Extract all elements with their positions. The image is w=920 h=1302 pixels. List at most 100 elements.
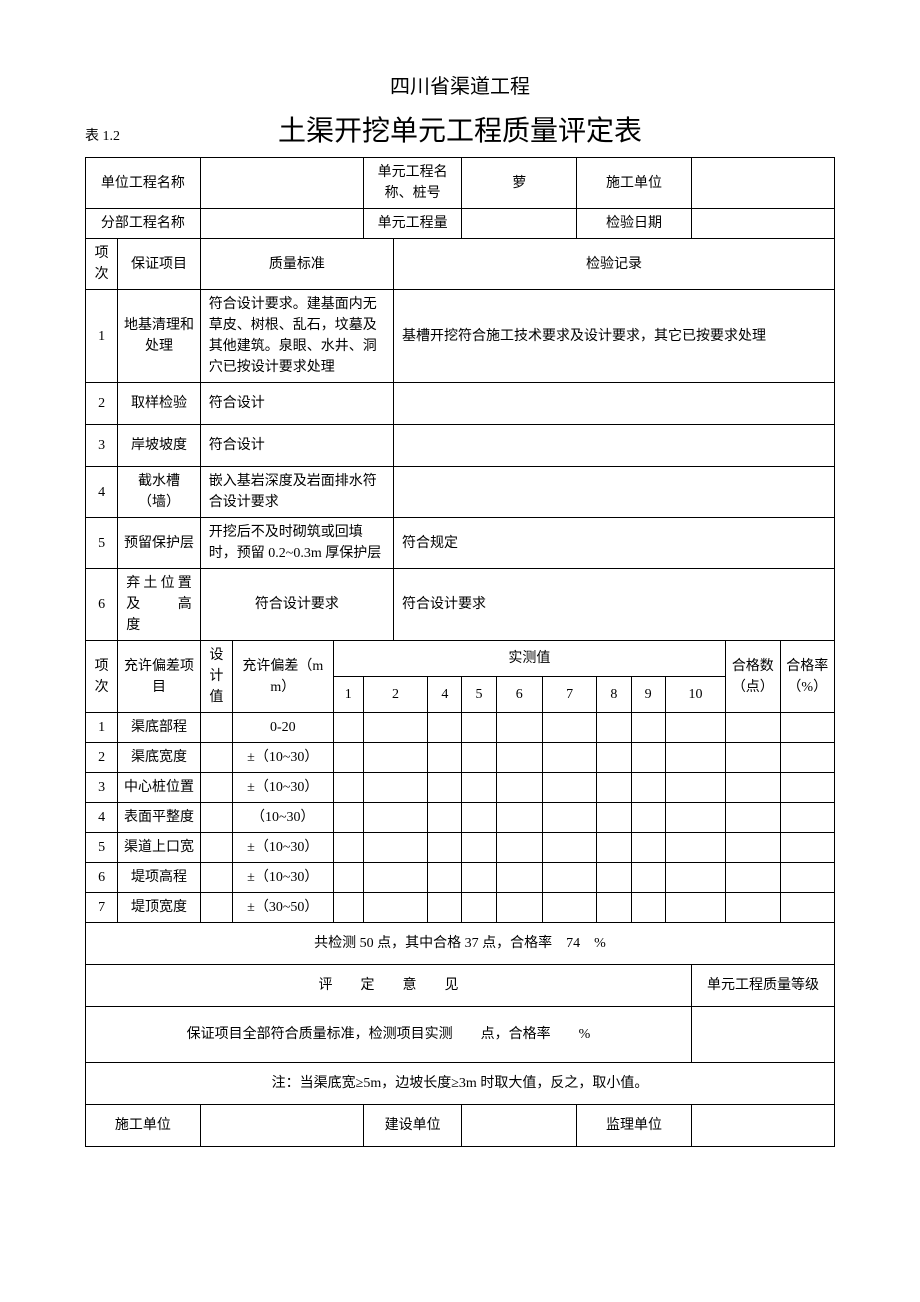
b-cell[interactable]: [428, 803, 462, 833]
b-okrate[interactable]: [780, 863, 835, 893]
b-cell[interactable]: [597, 773, 631, 803]
b-okrate[interactable]: [780, 893, 835, 923]
b-okrate[interactable]: [780, 713, 835, 743]
b-cell[interactable]: [333, 773, 363, 803]
b-cell[interactable]: [665, 713, 725, 743]
b-cell[interactable]: [665, 893, 725, 923]
b-row-design[interactable]: [200, 773, 232, 803]
b-cell[interactable]: [542, 713, 596, 743]
b-okcount[interactable]: [726, 713, 780, 743]
b-okcount[interactable]: [726, 863, 780, 893]
a-row-record[interactable]: 符合规定: [393, 518, 834, 569]
b-cell[interactable]: [597, 833, 631, 863]
b-cell[interactable]: [597, 893, 631, 923]
b-cell[interactable]: [428, 863, 462, 893]
b-cell[interactable]: [363, 773, 427, 803]
b-cell[interactable]: [542, 773, 596, 803]
b-cell[interactable]: [631, 833, 665, 863]
b-okcount[interactable]: [726, 833, 780, 863]
sig-supervisor-value[interactable]: [691, 1105, 834, 1147]
b-cell[interactable]: [496, 833, 542, 863]
b-cell[interactable]: [333, 743, 363, 773]
value-sub-name[interactable]: [200, 209, 363, 239]
b-cell[interactable]: [496, 773, 542, 803]
b-cell[interactable]: [496, 713, 542, 743]
grade-value[interactable]: [691, 1007, 834, 1063]
b-okrate[interactable]: [780, 773, 835, 803]
b-cell[interactable]: [462, 893, 496, 923]
b-cell[interactable]: [631, 863, 665, 893]
b-cell[interactable]: [631, 893, 665, 923]
b-cell[interactable]: [631, 743, 665, 773]
b-row-design[interactable]: [200, 833, 232, 863]
b-cell[interactable]: [363, 893, 427, 923]
b-cell[interactable]: [665, 803, 725, 833]
value-element-qty[interactable]: [462, 209, 577, 239]
b-cell[interactable]: [665, 833, 725, 863]
b-cell[interactable]: [428, 743, 462, 773]
b-cell[interactable]: [597, 713, 631, 743]
b-cell[interactable]: [496, 743, 542, 773]
b-row-design[interactable]: [200, 743, 232, 773]
b-cell[interactable]: [333, 863, 363, 893]
b-cell[interactable]: [542, 863, 596, 893]
b-cell[interactable]: [631, 773, 665, 803]
b-okrate[interactable]: [780, 743, 835, 773]
b-cell[interactable]: [428, 773, 462, 803]
b-row-design[interactable]: [200, 803, 232, 833]
b-cell[interactable]: [363, 863, 427, 893]
a-row-record[interactable]: 符合设计要求: [393, 569, 834, 641]
b-cell[interactable]: [597, 743, 631, 773]
a-row-record[interactable]: [393, 383, 834, 425]
b-cell[interactable]: [631, 713, 665, 743]
b-cell[interactable]: [542, 803, 596, 833]
b-cell[interactable]: [428, 893, 462, 923]
b-okcount[interactable]: [726, 893, 780, 923]
b-okcount[interactable]: [726, 773, 780, 803]
b-cell[interactable]: [428, 713, 462, 743]
b-cell[interactable]: [631, 803, 665, 833]
b-cell[interactable]: [462, 833, 496, 863]
opinion-text[interactable]: 保证项目全部符合质量标准，检测项目实测 点，合格率 %: [86, 1007, 692, 1063]
b-okrate[interactable]: [780, 803, 835, 833]
b-cell[interactable]: [363, 743, 427, 773]
b-cell[interactable]: [496, 893, 542, 923]
b-cell[interactable]: [542, 743, 596, 773]
b-cell[interactable]: [462, 803, 496, 833]
a-row-record[interactable]: 基槽开挖符合施工技术要求及设计要求，其它已按要求处理: [393, 290, 834, 383]
b-okcount[interactable]: [726, 803, 780, 833]
b-cell[interactable]: [428, 833, 462, 863]
b-cell[interactable]: [333, 833, 363, 863]
b-cell[interactable]: [363, 833, 427, 863]
b-cell[interactable]: [665, 743, 725, 773]
b-cell[interactable]: [462, 773, 496, 803]
b-okcount[interactable]: [726, 743, 780, 773]
b-cell[interactable]: [333, 803, 363, 833]
b-cell[interactable]: [363, 713, 427, 743]
b-cell[interactable]: [542, 893, 596, 923]
b-row-design[interactable]: [200, 863, 232, 893]
b-cell[interactable]: [542, 833, 596, 863]
b-cell[interactable]: [496, 803, 542, 833]
a-row-record[interactable]: [393, 425, 834, 467]
b-cell[interactable]: [333, 713, 363, 743]
b-row-design[interactable]: [200, 893, 232, 923]
b-cell[interactable]: [462, 713, 496, 743]
sig-owner-value[interactable]: [462, 1105, 577, 1147]
value-contractor[interactable]: [691, 158, 834, 209]
value-check-date[interactable]: [691, 209, 834, 239]
b-cell[interactable]: [597, 863, 631, 893]
b-okrate[interactable]: [780, 833, 835, 863]
b-cell[interactable]: [665, 863, 725, 893]
b-cell[interactable]: [333, 893, 363, 923]
value-element-name[interactable]: 萝: [462, 158, 577, 209]
b-cell[interactable]: [496, 863, 542, 893]
a-row-record[interactable]: [393, 467, 834, 518]
value-unit-name[interactable]: [200, 158, 363, 209]
sig-contractor-value[interactable]: [200, 1105, 363, 1147]
b-row-design[interactable]: [200, 713, 232, 743]
b-cell[interactable]: [597, 803, 631, 833]
b-cell[interactable]: [462, 743, 496, 773]
b-cell[interactable]: [363, 803, 427, 833]
b-cell[interactable]: [462, 863, 496, 893]
